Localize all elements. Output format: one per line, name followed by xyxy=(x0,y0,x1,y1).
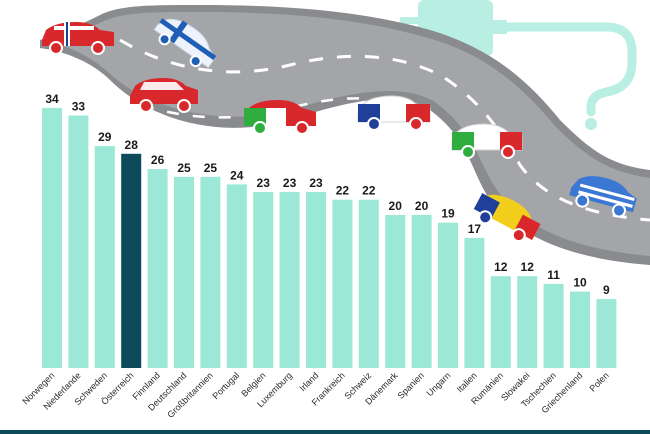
bar-value-label: 29 xyxy=(98,130,112,144)
car-norway-flag xyxy=(42,22,114,55)
bar-13 xyxy=(385,215,406,368)
bar-2 xyxy=(94,146,115,368)
bar-value-label: 25 xyxy=(177,161,191,175)
bar-3 xyxy=(121,153,142,368)
bar-21 xyxy=(596,299,617,368)
bar-16 xyxy=(464,237,485,368)
bar-20 xyxy=(570,291,590,368)
car-italy-flag xyxy=(244,100,316,135)
car-romania-flag xyxy=(473,193,541,243)
car-france-flag xyxy=(357,95,431,131)
bar-6 xyxy=(200,176,221,369)
question-mark-icon xyxy=(585,118,597,130)
bar-value-label: 23 xyxy=(309,176,323,190)
bar-19 xyxy=(543,283,564,369)
bar-18 xyxy=(517,276,538,368)
x-tick-label: Ungarn xyxy=(424,370,452,398)
bar-15 xyxy=(438,222,458,368)
bar-value-label: 9 xyxy=(603,283,610,297)
bar-value-label: 10 xyxy=(573,276,587,290)
bar-value-label: 22 xyxy=(336,184,350,198)
bar-0 xyxy=(42,107,62,369)
bar-value-label: 23 xyxy=(283,176,297,190)
bar-value-label: 24 xyxy=(230,168,244,182)
bar-value-label: 20 xyxy=(389,199,403,213)
car-italy-flag-2 xyxy=(451,123,523,159)
bar-9 xyxy=(279,192,300,368)
x-tick-label: Portugal xyxy=(210,370,241,401)
bar-value-label: 25 xyxy=(204,161,218,175)
x-tick-label: Irland xyxy=(297,370,320,393)
x-tick-label: Polen xyxy=(587,370,610,393)
bar-value-label: 19 xyxy=(441,207,455,221)
x-tick-label: Italien xyxy=(455,370,479,394)
bar-17 xyxy=(490,276,511,368)
x-tick-label: Spanien xyxy=(396,370,426,400)
bar-value-label: 33 xyxy=(72,100,86,114)
car-finland-flag xyxy=(153,18,217,69)
bar-14 xyxy=(411,215,432,368)
bar-7 xyxy=(226,184,247,368)
bar-value-label: 17 xyxy=(468,222,482,236)
car-greece-flag xyxy=(569,176,637,218)
bottom-rule xyxy=(0,430,650,434)
bar-11 xyxy=(332,199,353,368)
bar-value-label: 26 xyxy=(151,153,165,167)
bar-value-label: 12 xyxy=(521,260,535,274)
bar-10 xyxy=(306,192,326,368)
bar-value-label: 20 xyxy=(415,199,429,213)
bar-5 xyxy=(174,176,194,369)
car-denmark-flag xyxy=(130,78,198,113)
bar-value-label: 23 xyxy=(257,176,271,190)
bar-value-label: 12 xyxy=(494,260,508,274)
bar-value-label: 28 xyxy=(125,138,139,152)
bar-4 xyxy=(147,169,168,368)
bar-12 xyxy=(358,199,379,368)
bar-1 xyxy=(68,115,89,368)
bar-8 xyxy=(253,192,274,368)
bar-value-label: 11 xyxy=(547,268,560,282)
bar-value-label: 22 xyxy=(362,184,376,198)
bar-value-label: 34 xyxy=(45,92,59,106)
